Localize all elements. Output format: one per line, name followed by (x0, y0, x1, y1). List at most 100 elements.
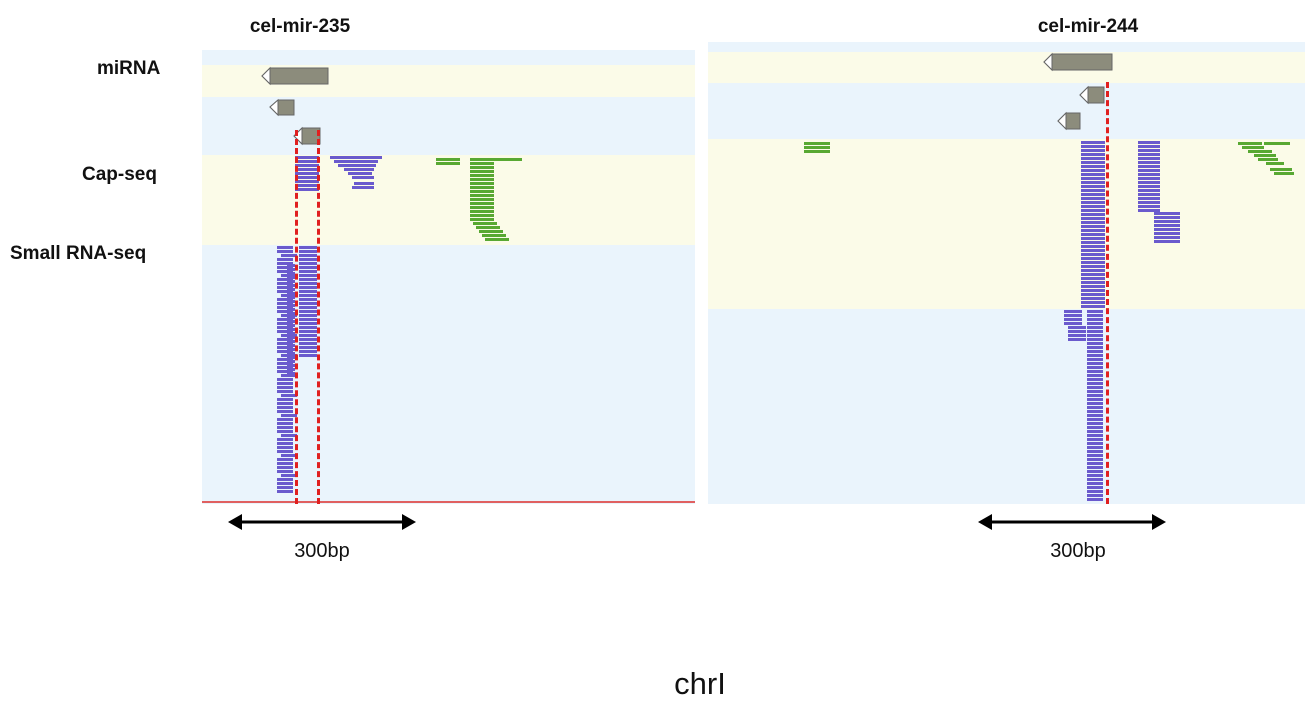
small-rna-read (295, 156, 319, 159)
small-rna-read (1081, 229, 1105, 232)
small-rna-read (1081, 161, 1105, 164)
small-rna-read (1087, 310, 1103, 313)
small-rna-read (1087, 370, 1103, 373)
capseq-read (479, 230, 503, 233)
small-rna-read (352, 186, 374, 189)
small-rna-read (1087, 350, 1103, 353)
small-rna-read (1064, 322, 1082, 325)
small-rna-read (277, 270, 293, 273)
small-rna-read (277, 250, 293, 253)
small-rna-read (1068, 338, 1086, 341)
small-rna-read (299, 310, 317, 313)
small-rna-read (277, 378, 293, 381)
small-rna-read (1087, 382, 1103, 385)
small-rna-read (1087, 402, 1103, 405)
small-rna-read (1081, 241, 1105, 244)
small-rna-read (1081, 261, 1105, 264)
small-rna-read (1087, 390, 1103, 393)
small-rna-read (338, 164, 376, 167)
small-rna-read (299, 246, 317, 249)
small-rna-read (1087, 438, 1103, 441)
gene-feature-large (261, 66, 329, 86)
small-rna-read (277, 418, 293, 421)
capseq-read (804, 146, 830, 149)
small-rna-read (299, 346, 317, 349)
small-rna-read (287, 372, 295, 375)
small-rna-read (299, 282, 317, 285)
small-rna-read (281, 414, 297, 417)
capseq-read (470, 162, 494, 165)
small-rna-read (1138, 201, 1160, 204)
small-rna-read (299, 250, 317, 253)
capseq-read (436, 158, 460, 161)
small-rna-read (1087, 482, 1103, 485)
capseq-read (470, 214, 494, 217)
small-rna-read (1138, 169, 1160, 172)
small-rna-read (1081, 281, 1105, 284)
small-rna-read (299, 290, 317, 293)
small-rna-read (299, 354, 317, 357)
small-rna-read (287, 312, 295, 315)
small-rna-read (354, 182, 374, 185)
small-rna-read (295, 168, 319, 171)
small-rna-read (277, 386, 293, 389)
small-rna-read (287, 364, 295, 367)
small-rna-read (277, 302, 293, 305)
small-rna-read (299, 258, 317, 261)
capseq-read (470, 206, 494, 209)
small-rna-read (1081, 157, 1105, 160)
small-rna-read (277, 306, 293, 309)
small-rna-read (281, 274, 297, 277)
small-rna-read (1087, 374, 1103, 377)
small-rna-read (277, 350, 293, 353)
small-rna-read (1087, 362, 1103, 365)
track-label-smallrna: Small RNA-seq (10, 243, 147, 264)
small-rna-read (277, 410, 293, 413)
small-rna-read (1081, 257, 1105, 260)
small-rna-read (1081, 189, 1105, 192)
small-rna-read (1138, 189, 1160, 192)
small-rna-read (1087, 466, 1103, 469)
small-rna-read (287, 348, 295, 351)
track-band (202, 155, 695, 245)
small-rna-read (281, 254, 297, 257)
small-rna-read (1081, 297, 1105, 300)
small-rna-read (1081, 293, 1105, 296)
small-rna-read (299, 302, 317, 305)
small-rna-read (1087, 450, 1103, 453)
small-rna-read (277, 318, 293, 321)
small-rna-read (299, 314, 317, 317)
gene-feature-small (293, 126, 321, 146)
small-rna-read (1081, 273, 1105, 276)
small-rna-read (299, 330, 317, 333)
capseq-read (470, 166, 494, 169)
track-band (708, 83, 1305, 139)
small-rna-read (277, 278, 293, 281)
small-rna-read (299, 298, 317, 301)
small-rna-read (1081, 185, 1105, 188)
small-rna-read (1068, 326, 1086, 329)
small-rna-read (1087, 322, 1103, 325)
small-rna-read (277, 262, 293, 265)
small-rna-read (1138, 181, 1160, 184)
capseq-read (470, 174, 494, 177)
track-band (708, 139, 1305, 309)
small-rna-read (1138, 209, 1160, 212)
small-rna-read (1138, 165, 1160, 168)
small-rna-read (1087, 334, 1103, 337)
gene-feature-small (269, 98, 295, 117)
small-rna-read (287, 300, 295, 303)
small-rna-read (299, 350, 317, 353)
small-rna-read (287, 288, 295, 291)
small-rna-read (1154, 240, 1180, 243)
small-rna-read (287, 332, 295, 335)
capseq-read (1258, 158, 1278, 161)
capseq-read (482, 234, 506, 237)
read-stack (202, 50, 695, 504)
panel-mir-244 (708, 42, 1305, 504)
small-rna-read (281, 394, 297, 397)
small-rna-read (277, 382, 293, 385)
small-rna-read (1138, 185, 1160, 188)
small-rna-read (287, 264, 295, 267)
small-rna-read (277, 458, 293, 461)
